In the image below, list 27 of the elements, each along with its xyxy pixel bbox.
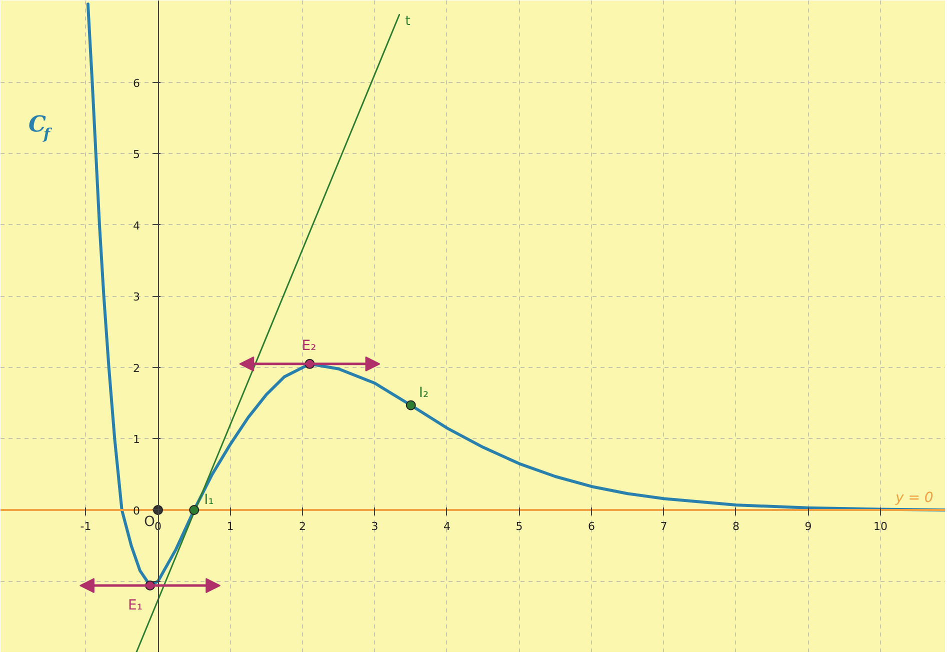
y-tick-label: 3 <box>133 290 140 304</box>
y-tick-label: 6 <box>133 76 140 90</box>
y-tick-label: 5 <box>133 148 140 162</box>
x-tick-label: 5 <box>516 520 523 533</box>
y-tick-label: 1 <box>133 433 140 446</box>
y-tick-label: 4 <box>133 219 140 232</box>
point <box>406 400 416 410</box>
x-tick-label: -1 <box>80 520 92 533</box>
y-tick-label: 0 <box>133 504 140 518</box>
x-tick-label: 7 <box>660 520 668 533</box>
x-tick-label: 2 <box>298 520 306 533</box>
series-label: I₁ <box>204 492 214 508</box>
x-tick-label: 10 <box>873 520 888 533</box>
series-label: E₁ <box>128 598 143 614</box>
x-tick-label: 9 <box>804 520 812 533</box>
point <box>189 504 200 515</box>
series-label: I₂ <box>418 385 429 402</box>
series-label: t <box>405 14 410 29</box>
series-label: E₂ <box>302 338 316 354</box>
x-tick-label: 3 <box>371 520 378 533</box>
series-label: O <box>144 514 156 530</box>
y-tick-label: 2 <box>133 362 140 375</box>
x-tick-label: 8 <box>732 520 740 533</box>
series-label: y = 0 <box>894 490 934 506</box>
x-tick-label: 4 <box>443 520 450 533</box>
x-tick-label: 6 <box>588 520 595 533</box>
x-tick-label: 1 <box>226 520 234 533</box>
